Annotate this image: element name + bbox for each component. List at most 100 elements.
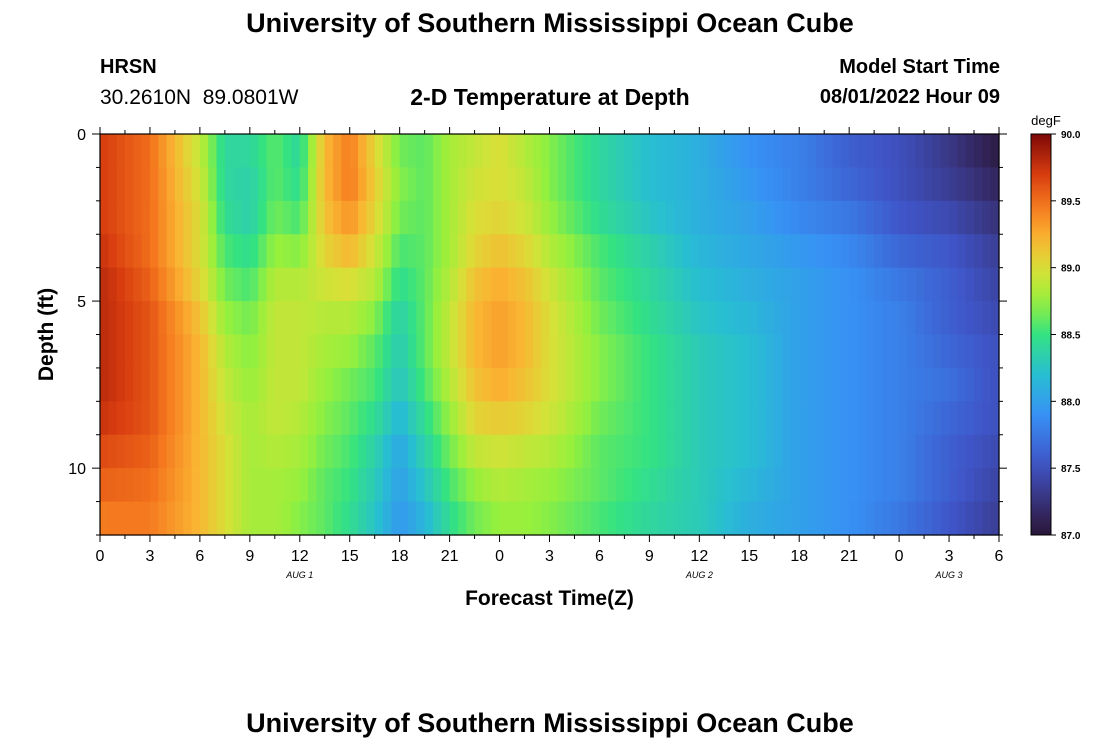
heatmap-cell — [649, 200, 659, 235]
heatmap-cell — [724, 367, 734, 402]
heatmap-cell — [749, 434, 759, 469]
heatmap-cell — [532, 334, 542, 369]
heatmap-cell — [899, 267, 909, 302]
model-start-value: 08/01/2022 Hour 09 — [819, 86, 1000, 108]
heatmap-cell — [974, 334, 983, 369]
heatmap-cell — [707, 267, 717, 302]
heatmap-cell — [691, 301, 700, 336]
heatmap-cell — [249, 434, 259, 469]
heatmap-cell — [732, 301, 742, 336]
heatmap-cell — [666, 167, 675, 202]
heatmap-cell — [757, 134, 767, 169]
page-title: University of Southern Mississippi Ocean… — [246, 8, 854, 38]
heatmap-cell — [324, 367, 334, 402]
heatmap-cell — [374, 167, 384, 202]
heatmap-cell — [790, 501, 800, 536]
heatmap-cell — [974, 501, 983, 536]
heatmap-cell — [349, 200, 359, 235]
heatmap-cell — [899, 167, 909, 202]
heatmap-cell — [541, 234, 551, 269]
heatmap-cell — [849, 234, 859, 269]
heatmap-cell — [416, 501, 426, 536]
heatmap-cell — [949, 334, 958, 369]
heatmap-cell — [940, 501, 950, 536]
heatmap-cell — [591, 401, 601, 436]
heatmap-cell — [274, 434, 284, 469]
heatmap-cell — [291, 200, 301, 235]
heatmap-cell — [541, 468, 551, 503]
heatmap-cell — [824, 468, 834, 503]
heatmap-cell — [990, 334, 1000, 369]
heatmap-cell — [133, 468, 143, 503]
heatmap-cell — [208, 167, 218, 202]
heatmap-cell — [657, 334, 667, 369]
heatmap-cell — [199, 468, 209, 503]
heatmap-cell — [158, 501, 168, 536]
heatmap-cell — [391, 134, 401, 169]
heatmap-cell — [807, 301, 817, 336]
heatmap-cell — [316, 434, 326, 469]
heatmap-cell — [133, 134, 143, 169]
heatmap-cell — [133, 367, 143, 402]
heatmap-cell — [890, 200, 900, 235]
heatmap-cell — [582, 367, 592, 402]
heatmap-cell — [349, 367, 359, 402]
heatmap-cell — [233, 134, 243, 169]
heatmap-cell — [316, 200, 326, 235]
heatmap-cell — [457, 334, 467, 369]
model-start-label: Model Start Time — [839, 56, 1000, 78]
heatmap-cell — [432, 401, 442, 436]
heatmap-cell — [715, 134, 725, 169]
heatmap-cell — [507, 167, 517, 202]
heatmap-cell — [100, 167, 109, 202]
heatmap-cell — [957, 401, 967, 436]
heatmap-cell — [349, 434, 359, 469]
heatmap-cell — [549, 434, 559, 469]
heatmap-cell — [366, 501, 376, 536]
heatmap-cell — [274, 401, 284, 436]
heatmap-cell — [308, 301, 318, 336]
heatmap-cell — [266, 234, 276, 269]
heatmap-cell — [849, 134, 859, 169]
heatmap-cell — [391, 200, 401, 235]
heatmap-cell — [482, 468, 492, 503]
heatmap-cell — [532, 434, 542, 469]
heatmap-cell — [699, 167, 709, 202]
heatmap-cell — [782, 468, 792, 503]
heatmap-cell — [100, 334, 109, 369]
heatmap-cell — [449, 200, 459, 235]
heatmap-cell — [316, 301, 326, 336]
heatmap-cell — [624, 134, 634, 169]
heatmap-cell — [233, 200, 243, 235]
heatmap-cell — [940, 367, 950, 402]
heatmap-cell — [149, 267, 159, 302]
heatmap-cell — [874, 468, 884, 503]
heatmap-cell — [682, 301, 692, 336]
heatmap-cell — [349, 167, 359, 202]
heatmap-cell — [607, 267, 617, 302]
heatmap-cell — [765, 200, 775, 235]
heatmap-cell — [915, 167, 925, 202]
heatmap-cell — [557, 167, 567, 202]
heatmap-cell — [441, 367, 451, 402]
heatmap-cell — [316, 367, 326, 402]
heatmap-cell — [782, 367, 792, 402]
heatmap-cell — [199, 401, 209, 436]
heatmap-cell — [757, 167, 767, 202]
x-tick-label: 21 — [441, 548, 459, 565]
heatmap-cell — [424, 267, 434, 302]
heatmap-cell — [765, 167, 775, 202]
heatmap-cell — [657, 301, 667, 336]
heatmap-cell — [391, 434, 401, 469]
heatmap-cell — [258, 434, 268, 469]
heatmap-cell — [349, 334, 359, 369]
heatmap-cell — [524, 468, 534, 503]
heatmap-cell — [183, 501, 193, 536]
y-tick-label: 10 — [68, 461, 86, 478]
heatmap-cell — [765, 468, 775, 503]
heatmap-cell — [499, 167, 509, 202]
heatmap-cell — [224, 167, 234, 202]
heatmap-cell — [149, 134, 159, 169]
heatmap-cell — [233, 267, 243, 302]
heatmap-cell — [383, 234, 392, 269]
